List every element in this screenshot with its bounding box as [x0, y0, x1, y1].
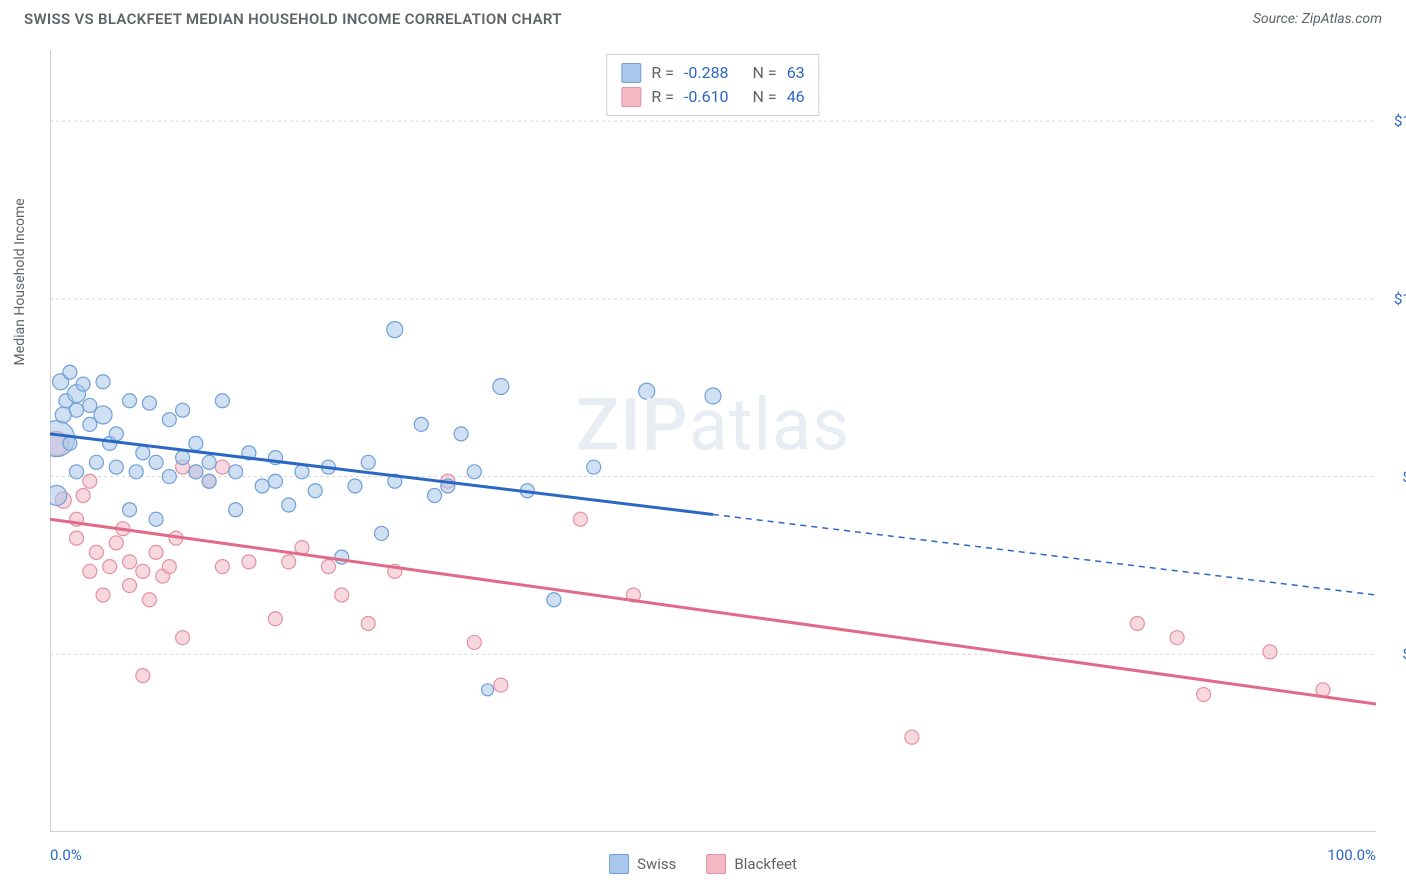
chart-header: SWISS VS BLACKFEET MEDIAN HOUSEHOLD INCO… [0, 0, 1406, 36]
scatter-plot [50, 50, 1376, 832]
y-tick-label: $75,000 [1402, 468, 1406, 486]
stats-legend-box: R = -0.288 N = 63 R = -0.610 N = 46 [606, 54, 819, 116]
x-tick-label: 0.0% [50, 846, 82, 864]
bottom-legend: Swiss Blackfeet [609, 854, 797, 874]
swatch-blackfeet-icon [706, 854, 726, 874]
source-label: Source: ZipAtlas.com [1253, 11, 1382, 27]
stats-row-blackfeet: R = -0.610 N = 46 [621, 85, 804, 109]
stats-row-swiss: R = -0.288 N = 63 [621, 61, 804, 85]
y-tick-label: $112,500 [1394, 290, 1406, 308]
x-tick-label: 100.0% [1327, 846, 1376, 864]
swatch-swiss-icon [609, 854, 629, 874]
legend-item-swiss: Swiss [609, 854, 676, 874]
legend-item-blackfeet: Blackfeet [706, 854, 796, 874]
y-axis-label: Median Household Income [12, 198, 28, 365]
swatch-swiss [621, 63, 641, 83]
y-tick-label: $37,500 [1402, 645, 1406, 663]
y-tick-label: $150,000 [1394, 112, 1406, 130]
chart-title: SWISS VS BLACKFEET MEDIAN HOUSEHOLD INCO… [24, 10, 562, 28]
swatch-blackfeet [621, 87, 641, 107]
chart-container: Median Household Income ZIPatlas R = -0.… [50, 50, 1376, 832]
